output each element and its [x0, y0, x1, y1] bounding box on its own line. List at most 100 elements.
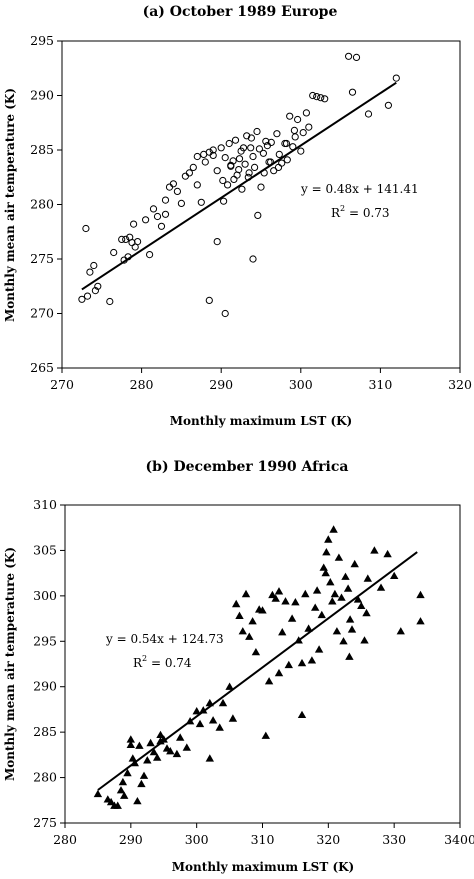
- chart-panel-a: (a) October 1989 Europe 270 280 290 300 310 3…: [3, 4, 472, 428]
- chart-a-title: (a) October 1989 Europe: [143, 4, 338, 20]
- chart-a-r2-value: = 0.73: [345, 206, 389, 220]
- chart-a-data-point: [270, 167, 278, 175]
- chart-b-data-point: [225, 682, 234, 690]
- chart-a-data-point: [205, 296, 213, 304]
- chart-b-data-point: [146, 738, 155, 747]
- chart-b-equation: y = 0.54x + 124.73: [105, 632, 224, 646]
- chart-b-data-point: [268, 590, 277, 599]
- chart-b-data-point: [297, 710, 307, 718]
- chart-a-data-point: [251, 163, 259, 171]
- chart-a-x-tick-label: 310: [368, 377, 392, 392]
- chart-b-data-point: [281, 597, 290, 605]
- chart-b-data-point: [278, 628, 287, 636]
- chart-a-x-tick-label: 300: [289, 377, 313, 392]
- chart-a-data-point: [130, 220, 138, 228]
- chart-panel-b: (b) December 1990 Africa 280 290 300 310 320…: [3, 459, 474, 874]
- chart-b-x-ticks: 280 290 300 310 320 330 3400: [53, 823, 474, 847]
- chart-b-data-point: [284, 660, 293, 669]
- chart-b-x-tick-label: 330: [382, 832, 406, 847]
- chart-b-xlabel: Monthly maximum LST (K): [172, 860, 354, 874]
- chart-b-data-point: [258, 606, 267, 614]
- chart-b-data-point: [287, 614, 297, 622]
- chart-a-x-tick-label: 270: [50, 377, 74, 392]
- chart-a-data-point: [153, 212, 162, 221]
- chart-a-data-point: [201, 158, 209, 166]
- chart-b-data-point: [363, 574, 372, 582]
- chart-a-regression-line: [81, 81, 397, 291]
- chart-a-data-point: [245, 169, 253, 177]
- chart-b-data-point: [238, 627, 247, 635]
- chart-a-data-point: [78, 295, 86, 303]
- chart-b-data-point: [261, 731, 270, 739]
- chart-a-y-tick-label: 285: [30, 142, 54, 157]
- chart-a-data-point: [243, 132, 251, 140]
- chart-b-data-point: [416, 590, 425, 599]
- chart-b-data-point: [328, 597, 337, 605]
- chart-b-x-tick-label: 300: [185, 832, 209, 847]
- chart-a-data-point: [291, 133, 299, 141]
- chart-b-data-point: [341, 572, 350, 580]
- chart-a-data-point: [259, 149, 267, 157]
- chart-b-data-point: [251, 648, 261, 656]
- chart-b-data-point: [123, 768, 132, 777]
- chart-b-data-point: [324, 535, 333, 543]
- chart-b-data-point: [353, 595, 363, 603]
- chart-b-y-tick-label: 305: [33, 542, 57, 557]
- chart-a-data-point: [90, 261, 98, 270]
- chart-b-data-point: [137, 779, 146, 788]
- chart-b-data-point: [345, 652, 354, 660]
- chart-a-x-tick-label: 290: [209, 377, 233, 392]
- chart-a-data-point: [193, 181, 201, 189]
- chart-a-data-point: [283, 156, 291, 164]
- chart-a-data-point: [313, 93, 321, 101]
- chart-b-data-point: [241, 589, 251, 598]
- chart-a-data-point: [217, 144, 225, 152]
- chart-b-data-point: [334, 553, 344, 561]
- chart-b-data-point: [172, 749, 182, 758]
- chart-a-data-point: [247, 144, 255, 152]
- chart-b-y-tick-label: 275: [33, 815, 57, 830]
- chart-b-y-tick-label: 285: [33, 724, 57, 739]
- chart-b-data-point: [228, 714, 238, 722]
- chart-a-y-tick-label: 290: [30, 88, 54, 103]
- chart-a-data-point: [213, 238, 221, 246]
- chart-a-data-point: [286, 112, 294, 120]
- chart-b-data-point: [139, 771, 149, 779]
- chart-b-data-point: [317, 610, 326, 619]
- chart-b-data-point: [383, 549, 392, 558]
- chart-b-y-tick-label: 310: [33, 497, 57, 512]
- chart-b-y-tick-label: 300: [33, 588, 57, 603]
- chart-b-data-point: [120, 791, 129, 799]
- chart-b-data-point: [195, 719, 205, 728]
- chart-a-equation: y = 0.48x + 141.41: [300, 182, 419, 196]
- chart-a-r2: R2 = 0.73: [331, 204, 390, 220]
- chart-b-data-point: [182, 743, 191, 751]
- chart-a-data-point: [297, 147, 305, 155]
- chart-b-data-point: [199, 706, 208, 714]
- chart-b-data-point: [339, 637, 348, 645]
- chart-b-x-tick-label: 280: [53, 832, 77, 847]
- chart-a-data-point: [317, 94, 325, 102]
- chart-a-data-point: [294, 115, 302, 124]
- chart-b-data-point: [362, 608, 371, 617]
- chart-b-data-point: [322, 548, 331, 556]
- chart-b-data-point: [326, 578, 335, 586]
- chart-a-data-point: [157, 222, 166, 230]
- chart-b-data-point: [274, 668, 284, 677]
- chart-a-data-point: [118, 235, 126, 243]
- chart-b-title: (b) December 1990 Africa: [146, 459, 349, 475]
- chart-b-data-point: [370, 546, 379, 554]
- chart-a-plot-frame: [61, 40, 461, 369]
- chart-a-data-point: [185, 169, 193, 177]
- chart-a-data-point: [352, 53, 361, 62]
- chart-a-data-point: [224, 181, 232, 189]
- chart-a-data-point: [282, 139, 291, 148]
- chart-b-data-point: [307, 656, 317, 664]
- chart-a-data-point: [302, 109, 310, 117]
- chart-b-data-point: [232, 599, 241, 608]
- chart-a-data-point: [227, 161, 235, 169]
- chart-b-y-tick-label: 295: [33, 633, 57, 648]
- chart-b-data-point: [93, 789, 103, 798]
- chart-a-data-point: [253, 127, 261, 136]
- chart-b-data-point: [350, 559, 359, 568]
